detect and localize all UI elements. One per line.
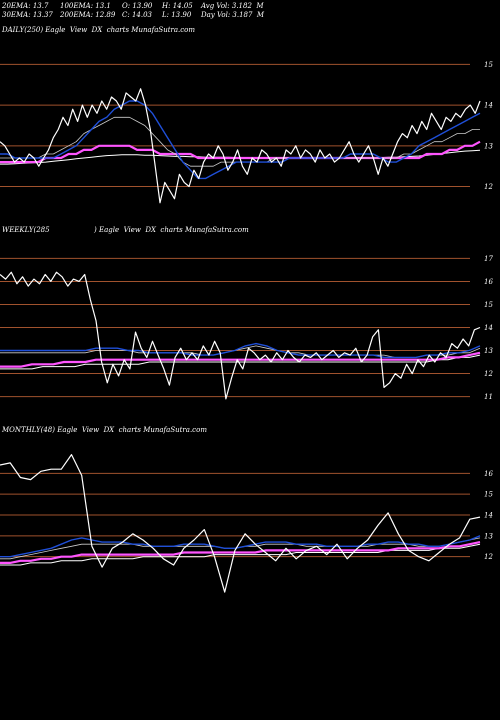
header-close: C: 14.03 [122,11,152,19]
monthly-tick-label: 13 [484,532,493,540]
monthly-ema20-line [0,535,481,558]
monthly-tick-label: 12 [484,553,493,561]
daily-price-line [0,88,481,204]
header-20ema: 20EMA: 13.7 [2,2,49,10]
daily-tick-label: 14 [484,102,493,110]
header-30ema: 30EMA: 13.37 [2,11,53,19]
weekly-ema200-line [0,354,481,370]
daily-ema20-line [0,100,481,180]
weekly-tick-label: 12 [484,370,493,378]
header-low: L: 13.90 [162,11,192,19]
weekly-tick-label: 15 [484,301,493,309]
daily-tick-label: 15 [484,61,493,69]
weekly-price-line [0,271,481,400]
monthly-tick-label: 15 [484,491,493,499]
daily-tick-label: 12 [484,183,493,191]
header-100ema: 100EMA: 13.1 [60,2,111,10]
daily-tick-label: 13 [484,142,493,150]
weekly-ema100-line [0,351,481,368]
weekly-panel-title: WEEKLY(285 ) Eagle View DX charts Munafa… [2,226,249,234]
monthly-ema100-line [0,541,481,565]
header-high: H: 14.05 [162,2,193,10]
weekly-tick-label: 11 [484,393,493,401]
monthly-panel-title: MONTHLY(48) Eagle View DX charts MunafaS… [2,426,207,434]
weekly-tick-label: 16 [484,278,493,286]
header-200ema: 200EMA: 12.89 [60,11,116,19]
weekly-tick-label: 14 [484,324,493,332]
weekly-tick-label: 13 [484,347,493,355]
monthly-tick-label: 16 [484,470,493,478]
monthly-tick-label: 14 [484,512,493,520]
daily-panel-title: DAILY(250) Eagle View DX charts MunafaSu… [2,26,196,34]
monthly-price-line [0,454,481,593]
header-avg-vol: Avg Vol: 3.182 M [201,2,264,10]
weekly-ema20-line [0,342,481,359]
weekly-tick-label: 17 [484,255,493,263]
monthly-ema200-line [0,543,481,566]
header-open: O: 13.90 [122,2,153,10]
header-day-vol: Day Vol: 3.187 M [201,11,265,19]
